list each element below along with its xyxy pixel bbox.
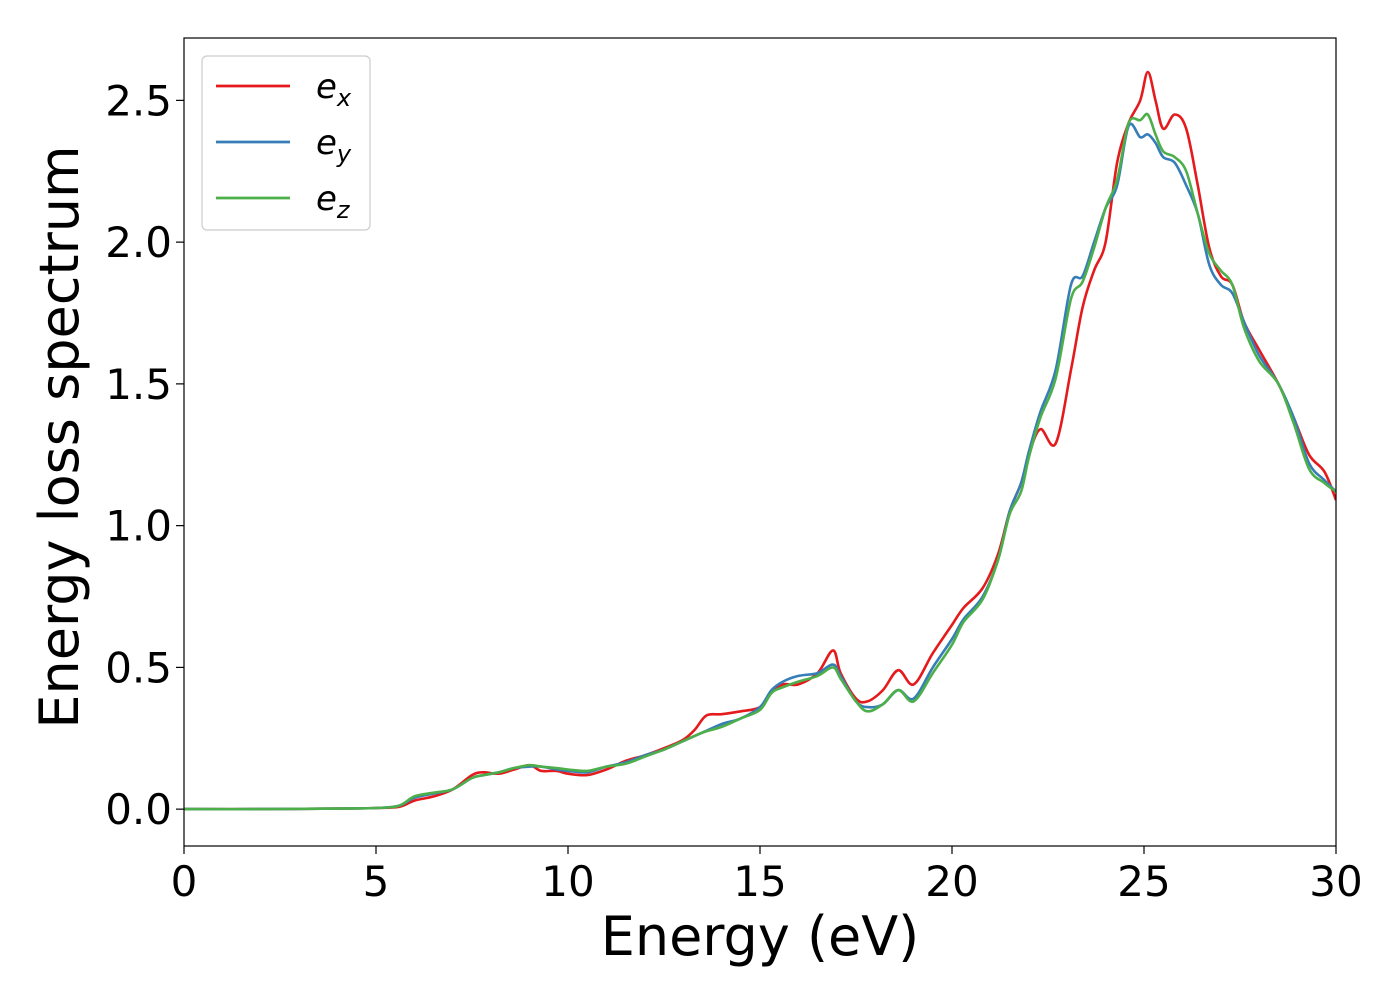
y-tick-label: 2.0 [105,218,172,267]
x-tick-label: 15 [733,857,786,906]
y-tick-label: 0.5 [105,643,172,692]
x-tick-label: 25 [1117,857,1170,906]
x-tick-label: 20 [925,857,978,906]
y-tick-label: 0.0 [105,785,172,834]
series-line-ez [184,112,1336,811]
x-tick-label: 0 [171,857,198,906]
y-tick-label: 1.0 [105,502,172,551]
x-tick-label: 30 [1309,857,1362,906]
legend-label-ex: ex [316,67,352,112]
y-tick-label: 1.5 [105,360,172,409]
legend-label-ez: ez [316,179,351,224]
x-axis-ticks: 0 5 10 15 20 25 30 [171,846,1363,906]
legend: ex ey ez [201,55,371,231]
y-axis-label: Energy loss spectrum [28,145,91,728]
y-tick-label: 2.5 [105,76,172,125]
series-layer [184,70,1336,811]
legend-label-ey: ey [316,123,352,168]
x-tick-label: 10 [541,857,594,906]
x-axis-label: Energy (eV) [601,905,920,968]
y-axis-ticks: 0.0 0.5 1.0 1.5 2.0 2.5 [105,76,184,834]
x-tick-label: 5 [363,857,390,906]
